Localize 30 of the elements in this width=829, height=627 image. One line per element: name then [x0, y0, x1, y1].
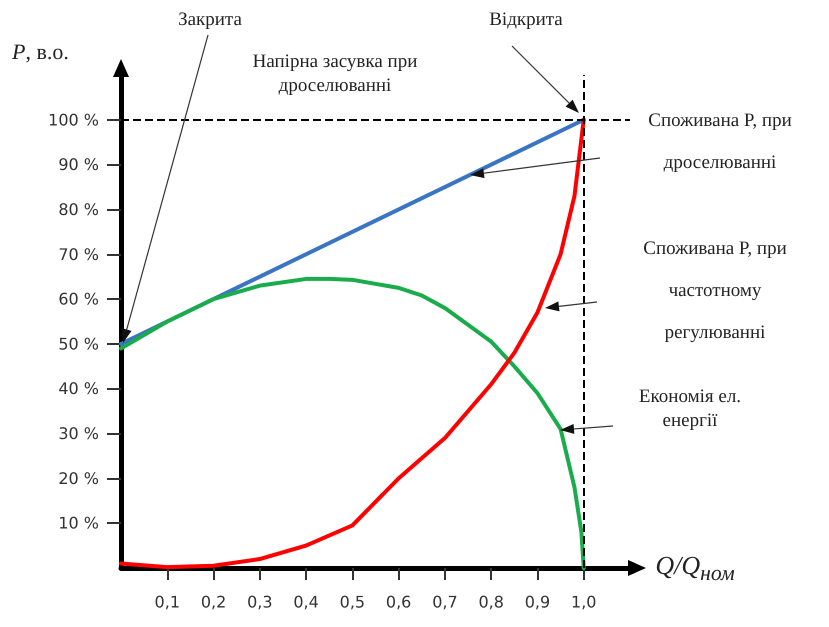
text: Споживана P, при частотному регулюванні — [642, 237, 788, 345]
y-tick-label: 80 % — [58, 200, 99, 219]
y-tick-label: 70 % — [58, 244, 99, 264]
y-tick-label: 50 % — [58, 334, 99, 354]
x-tick-label: 0,7 — [432, 592, 458, 612]
x-tick-label: 0,6 — [386, 592, 412, 612]
y-tick-label: 60 % — [58, 290, 99, 309]
x-tick-label: 0,5 — [340, 592, 366, 612]
x-tick-label: 0,9 — [524, 592, 550, 612]
x-tick-label: 1,0 — [571, 592, 596, 612]
y-tick-label: 30 % — [58, 424, 99, 444]
y-tick-label: 100 % — [48, 110, 99, 130]
x-tick-label: 0,3 — [247, 592, 273, 612]
text: Споживана P, при дроселюванні — [647, 109, 793, 175]
x-tick-label: 0,2 — [200, 592, 226, 612]
text: Відкрита — [488, 8, 564, 32]
text: Економія ел. енергії — [638, 385, 742, 432]
x-tick-label: 0,1 — [154, 592, 180, 612]
x-axis-title: Q/Q$_{ном}$ — [654, 550, 736, 588]
y-tick-label: 10 % — [58, 514, 99, 533]
line-series — [119, 118, 586, 570]
text: Закрита — [177, 8, 243, 32]
annotation: Напірна засувка при дроселюванні — [252, 50, 418, 98]
x-tick-label: 0,4 — [293, 592, 319, 612]
y-tick-label: 90 % — [58, 155, 99, 174]
line-series — [119, 276, 586, 570]
y-axis-title: P, в.о. — [12, 38, 69, 66]
y-tick-label: 20 % — [58, 468, 99, 488]
y-tick-label: 40 % — [58, 379, 99, 398]
x-tick-label: 0,8 — [478, 592, 504, 612]
